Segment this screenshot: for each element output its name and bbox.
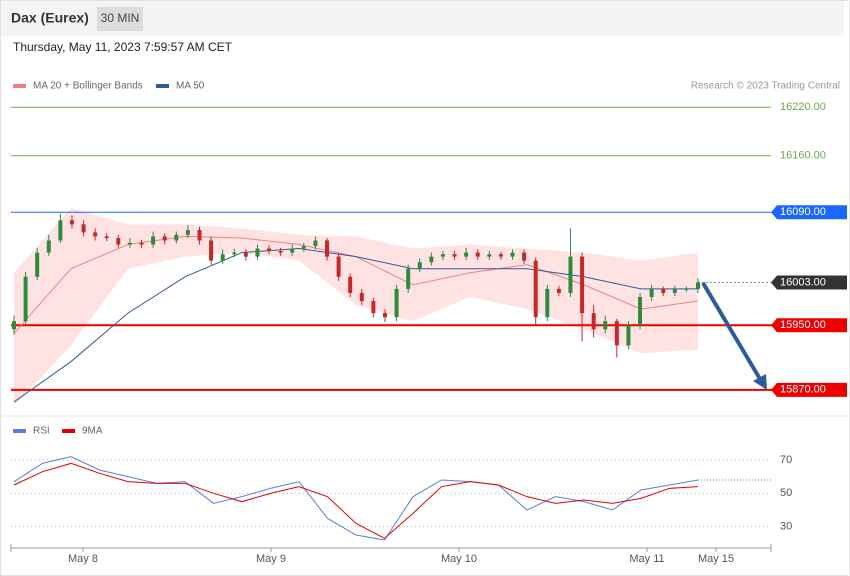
- forecast-arrow: [701, 281, 767, 390]
- candle-body: [232, 252, 237, 255]
- y-tick-label: 30: [780, 521, 792, 533]
- bollinger-band: [14, 208, 698, 406]
- legend-swatch: [62, 429, 75, 433]
- candle-body: [301, 246, 306, 249]
- candle-body: [440, 254, 445, 257]
- candle-body: [580, 256, 585, 314]
- legend-label: MA 50: [176, 81, 205, 92]
- legend-swatch: [156, 84, 169, 88]
- candle-body: [267, 248, 272, 251]
- x-tick-label: May 10: [441, 553, 477, 565]
- candle-body: [417, 262, 422, 269]
- candle-body: [394, 288, 399, 318]
- candle-body: [81, 224, 86, 233]
- candle-body: [568, 256, 573, 293]
- y-tick-label: 50: [780, 487, 792, 499]
- candle-body: [58, 220, 63, 241]
- candle-body: [359, 292, 364, 302]
- indicator-line: [13, 456, 699, 541]
- candle-body: [382, 313, 387, 318]
- candle-body: [243, 252, 248, 257]
- x-tick-label: May 15: [698, 553, 734, 565]
- candle-body: [603, 321, 608, 330]
- level-box: [771, 205, 847, 220]
- candle-body: [174, 234, 179, 241]
- candle-body: [626, 325, 631, 346]
- candle-body: [69, 220, 74, 225]
- candle-body: [487, 254, 492, 257]
- level-label: 15870.00: [780, 384, 826, 396]
- candle-body: [696, 282, 700, 289]
- candle-body: [162, 236, 167, 241]
- timeframe: 30 MIN: [101, 11, 140, 25]
- candle-body: [614, 321, 619, 346]
- x-tick-label: May 11: [629, 553, 664, 565]
- x-tick-label: May 8: [68, 553, 98, 565]
- y-tick-label: 70: [780, 454, 792, 466]
- indicator-line: [13, 462, 699, 539]
- chart-title: Dax (Eurex): [11, 10, 89, 26]
- legend-label: 9MA: [82, 426, 103, 437]
- subtitle: Thursday, May 11, 2023 7:59:57 AM CET: [13, 40, 233, 54]
- candle-body: [638, 296, 643, 326]
- candle-body: [522, 252, 527, 261]
- level-label: 16160.00: [780, 150, 826, 162]
- candle-body: [672, 288, 677, 293]
- legend-label: MA 20 + Bollinger Bands: [33, 81, 143, 92]
- candle-body: [139, 242, 144, 245]
- candle-body: [661, 288, 666, 293]
- last-price-box: [771, 275, 847, 290]
- level-label: 16090.00: [780, 206, 826, 218]
- candle-body: [12, 321, 16, 330]
- x-tick-label: May 9: [256, 553, 286, 565]
- candle-body: [556, 288, 561, 293]
- level-box: [771, 318, 847, 333]
- level-label: 15950.00: [780, 319, 826, 331]
- candle-body: [475, 252, 480, 257]
- legend-swatch: [13, 429, 26, 433]
- candle-body: [348, 276, 353, 293]
- candle-body: [185, 229, 190, 235]
- level-box: [771, 382, 847, 397]
- candle-body: [278, 250, 283, 253]
- candle-body: [23, 276, 28, 322]
- candle-body: [116, 238, 121, 245]
- last-price-label: 16003.00: [780, 276, 826, 288]
- candle-body: [429, 256, 434, 263]
- candle-body: [452, 254, 457, 257]
- candle-body: [93, 232, 98, 237]
- candle-body: [255, 248, 260, 257]
- candle-body: [197, 229, 202, 241]
- candle-body: [591, 313, 596, 330]
- candle-body: [290, 248, 295, 253]
- candle-body: [464, 252, 469, 257]
- candle-body: [510, 252, 515, 257]
- candle-body: [325, 240, 330, 257]
- candle-body: [336, 256, 341, 277]
- candle-body: [35, 252, 40, 277]
- timeframe-badge: [97, 7, 143, 31]
- candle-body: [46, 240, 51, 253]
- candle-body: [220, 254, 225, 261]
- legend-swatch: [13, 84, 26, 88]
- candle-body: [313, 240, 318, 247]
- candle-body: [533, 260, 538, 318]
- candle-body: [371, 301, 376, 314]
- candle-body: [127, 242, 132, 245]
- legend-label: RSI: [33, 426, 50, 437]
- candle-body: [209, 240, 214, 261]
- candle-body: [545, 288, 550, 318]
- candle-body: [649, 288, 654, 297]
- credit: Research © 2023 Trading Central: [691, 81, 840, 92]
- candle-body: [104, 236, 109, 239]
- candle-body: [151, 236, 156, 245]
- candle-body: [498, 254, 503, 257]
- candle-body: [684, 288, 689, 290]
- candle-body: [406, 268, 411, 289]
- level-label: 16220.00: [780, 101, 826, 113]
